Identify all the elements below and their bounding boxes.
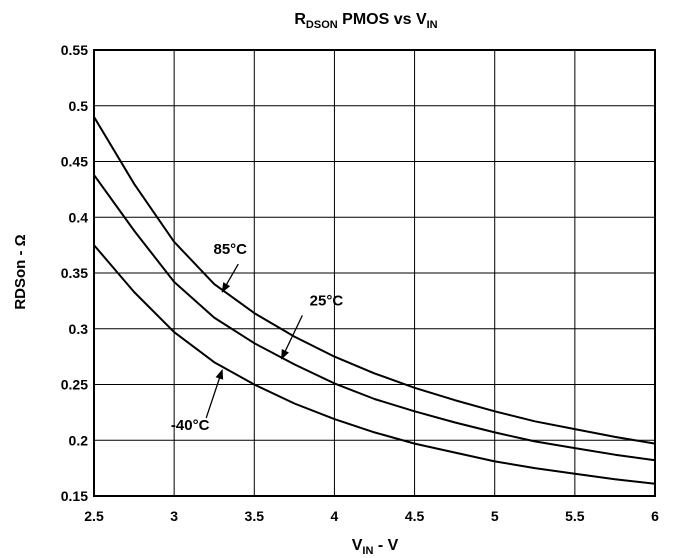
x-axis-label-subscript: IN <box>362 545 373 557</box>
x-tick-label: 5.5 <box>565 508 585 524</box>
x-tick-label: 4 <box>331 508 339 524</box>
series-line-2 <box>93 244 656 485</box>
chart-title-suffix-subscript: IN <box>427 19 438 31</box>
y-tick-label: 0.4 <box>69 209 89 225</box>
chart-title-main: R <box>294 11 306 28</box>
y-tick-label: 0.2 <box>69 432 89 448</box>
series-layer <box>93 116 656 485</box>
x-axis-label: VIN - V <box>352 537 399 557</box>
annotation-arrow <box>205 369 224 419</box>
y-tick-label: 0.45 <box>61 154 88 170</box>
x-tick-labels: 2.5 3 3.5 4 4.5 5 5.5 6 <box>84 508 659 524</box>
annotation-arrow <box>280 315 303 360</box>
y-tick-label: 0.3 <box>69 321 89 337</box>
annotation-label: 85°C <box>213 241 247 258</box>
y-tick-label: 0.15 <box>61 488 88 504</box>
y-tick-label: 0.55 <box>61 42 88 58</box>
y-axis-label: RDSon - Ω <box>12 234 29 309</box>
x-axis-label-suffix: - V <box>373 537 398 554</box>
x-tick-label: 4.5 <box>405 508 425 524</box>
y-tick-label: 0.35 <box>61 265 88 281</box>
x-axis-label-main: V <box>352 537 363 554</box>
chart-title-suffix: PMOS vs V <box>338 11 427 28</box>
x-tick-label: 5 <box>491 508 499 524</box>
chart-title: RDSON PMOS vs VIN <box>294 11 437 31</box>
annotation-label: 25°C <box>310 292 344 309</box>
series-line-1 <box>93 174 656 462</box>
y-tick-label: 0.5 <box>69 98 89 114</box>
plot-frame <box>93 49 656 497</box>
annotation-arrow <box>221 263 239 293</box>
x-tick-label: 2.5 <box>84 508 104 524</box>
annotation-label: -40°C <box>171 417 210 434</box>
x-tick-label: 3.5 <box>245 508 265 524</box>
x-tick-label: 6 <box>651 508 659 524</box>
y-tick-label: 0.25 <box>61 377 88 393</box>
chart-title-subscript: DSON <box>306 19 338 31</box>
annotation-layer: 85°C 25°C -40°C <box>171 241 343 434</box>
x-tick-label: 3 <box>170 508 178 524</box>
series-line-0 <box>93 116 656 445</box>
y-tick-labels: 0.15 0.2 0.25 0.3 0.35 0.4 0.45 0.5 0.55 <box>61 42 88 504</box>
